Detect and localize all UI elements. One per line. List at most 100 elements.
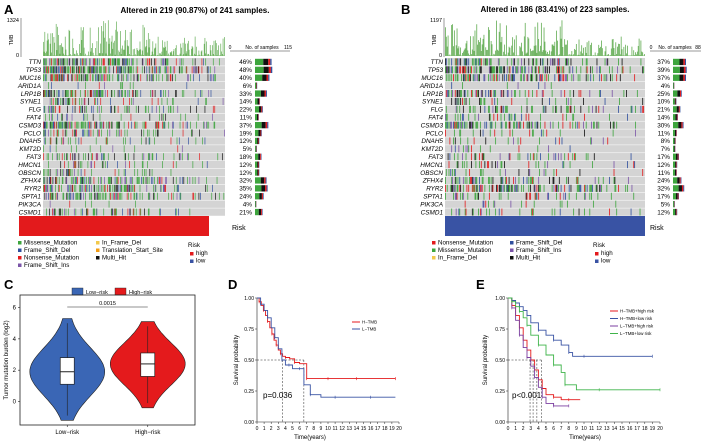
mutation-cell [447,122,448,129]
tmb-bar [163,47,164,56]
mutation-cell [163,90,164,97]
mutation-cell [144,122,145,129]
mutation-cell [116,130,117,137]
mutation-cell [453,122,454,129]
mutation-cell [471,145,472,152]
mutation-cell [58,185,59,192]
tmb-bar [140,49,141,56]
mutation-cell [502,122,503,129]
mutation-cell [130,82,131,89]
mutation-cell [458,122,459,129]
mutation-cell [112,90,113,97]
mutation-cell [625,185,626,192]
mutation-cell [46,74,47,81]
tmb-bar [449,55,450,56]
mutation-cell [109,74,110,81]
sample-bar-segment [261,90,265,96]
tmb-bar [607,55,608,56]
mutation-cell [495,137,496,144]
mutation-cell [44,130,45,137]
mutation-cell [463,106,464,113]
tmb-bar [495,51,496,56]
tmb-bar [99,53,100,56]
tmb-bar [484,35,485,56]
mutation-cell [97,58,98,65]
tmb-bar [49,56,50,57]
mutation-cell [587,66,588,73]
mutation-cell [77,122,78,129]
tmb-bar [143,25,144,56]
mutation-cell [100,193,101,200]
mutation-cell [502,74,503,81]
mutation-cell [556,106,557,113]
mutation-cell [473,106,474,113]
mutation-cell [548,193,549,200]
mutation-cell [43,130,44,137]
mutation-cell [631,153,632,160]
mutation-cell [198,98,199,105]
mutation-cell [455,193,456,200]
mutation-cell [223,193,224,200]
mutation-cell [593,122,594,129]
mutation-cell [519,153,520,160]
mutation-cell [186,122,187,129]
mutation-cell [496,106,497,113]
mutation-cell [458,209,459,216]
mutation-cell [104,82,105,89]
tmb-bar [204,44,205,56]
mutation-cell [121,90,122,97]
x-tick-label: 8 [567,426,570,432]
mutation-cell [55,98,56,105]
mutation-cell [165,114,166,121]
mutation-cell [589,209,590,216]
mutation-cell [131,114,132,121]
tmb-bar [114,41,115,56]
mutation-cell [57,114,58,121]
mutation-cell [458,58,459,65]
mutation-cell [59,153,60,160]
tmb-bar [80,53,81,56]
mutation-cell [83,122,84,129]
mutation-cell [82,122,83,129]
tmb-bar [566,45,567,56]
mutation-cell [480,169,481,176]
tmb-bar [168,54,169,56]
mutation-cell [455,114,456,121]
tmb-bar [148,33,149,56]
mutation-cell [63,98,64,105]
sample-bar-segment [259,98,260,104]
mutation-cell [448,153,449,160]
mutation-cell [465,201,466,208]
tmb-bar [164,48,165,56]
mutation-cell [590,185,591,192]
mutation-cell [50,122,51,129]
mutation-cell [484,153,485,160]
sample-bar-segment [677,177,680,183]
mutation-cell [107,130,108,137]
mutation-cell [81,177,82,184]
mutation-cell [47,185,48,192]
tmb-bar [602,48,603,56]
mutation-cell [91,201,92,208]
tmb-bar [497,50,498,56]
mutation-cell [143,58,144,65]
tmb-bar [55,56,56,57]
mutation-cell [52,177,53,184]
mutation-cell [471,122,472,129]
mutation-cell [102,193,103,200]
gene-label: PCLO [24,130,41,137]
mutation-cell [525,90,526,97]
mutation-cell [95,66,96,73]
mutation-cell [70,185,71,192]
gene-label: CSMD3 [421,122,444,129]
tmb-bar [62,47,63,56]
mutation-cell [176,58,177,65]
mutation-cell [222,153,223,160]
mutation-cell [211,90,212,97]
mutation-cell [528,90,529,97]
sample-bar-segment [255,75,262,81]
mutation-cell [490,145,491,152]
mutation-cell [162,98,163,105]
mutation-cell [111,209,112,216]
mutation-cell [531,209,532,216]
